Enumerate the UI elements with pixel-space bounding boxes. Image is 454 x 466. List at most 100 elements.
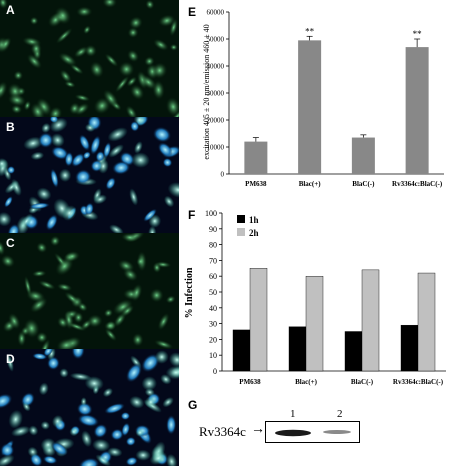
cell [168, 352, 179, 368]
cell [120, 304, 135, 317]
cell [134, 141, 143, 154]
cell [56, 338, 77, 349]
cell [38, 280, 56, 290]
cell [129, 188, 139, 206]
blot-image [265, 421, 360, 443]
chart-e-category-label: BlaC(-) [352, 180, 375, 188]
cell [30, 102, 46, 117]
cell [120, 411, 131, 421]
cell [103, 89, 119, 108]
cell [125, 362, 143, 383]
chart-e-categories: PM638 Blac(+) BlaC(-) Rv3364c:BlaC(-) [245, 180, 443, 188]
chart-e-significance: ** [413, 29, 423, 39]
chart-f-ytick-label: 20 [209, 335, 217, 344]
chart-f-ytick-label: 0 [213, 367, 217, 376]
chart-f-bar-2h [417, 272, 436, 372]
cell [130, 120, 140, 132]
cell [23, 100, 32, 111]
cell [144, 388, 155, 397]
chart-e-ytick-label: 20000 [207, 117, 225, 125]
cell [11, 104, 23, 114]
cell [154, 339, 174, 349]
cell [49, 117, 68, 133]
cell [144, 56, 155, 67]
cell [71, 152, 85, 168]
panel-letter-g: G [188, 398, 198, 412]
chart-f-legend-swatch [237, 215, 245, 223]
cell [31, 270, 47, 278]
cell [38, 132, 54, 149]
cell [80, 319, 92, 330]
chart-e-bars: ** ** [244, 26, 429, 174]
micrograph-panel-c: C [0, 233, 179, 349]
cell [49, 235, 61, 247]
cell [167, 182, 179, 198]
cell [69, 372, 92, 381]
chart-f-ytick-label: 70 [209, 256, 217, 265]
cell [8, 409, 23, 429]
chart-e-significance: ** [305, 26, 315, 36]
chart-f-ytick-label: 50 [209, 288, 217, 297]
cell [93, 423, 108, 439]
cell [107, 447, 123, 457]
chart-f-categories: PM638 Blac(+) BlaC(-) Rv3364c:BlaC(-) [239, 378, 443, 386]
panel-letter-b: B [6, 120, 15, 134]
cell [78, 457, 100, 466]
cell [145, 0, 155, 10]
cell [30, 41, 42, 56]
cell [57, 316, 69, 329]
chart-f-bar-1h [288, 326, 307, 372]
cell [77, 413, 100, 427]
cell [126, 76, 137, 87]
cell [149, 288, 164, 303]
cell [151, 62, 168, 79]
micrograph-a-image [0, 0, 179, 117]
cell [102, 387, 113, 398]
cell [0, 211, 12, 227]
cell [131, 283, 143, 302]
micrograph-panel-d: D [0, 349, 179, 466]
cell [148, 225, 157, 233]
cell [59, 368, 69, 378]
cell [71, 349, 85, 360]
cell [132, 333, 144, 347]
cell [4, 195, 13, 208]
cell [50, 168, 59, 189]
cell [165, 295, 176, 304]
chart-f-bar-1h [232, 329, 251, 372]
cell [84, 202, 94, 216]
cell [89, 61, 104, 78]
cell [141, 376, 157, 391]
cell [125, 436, 136, 447]
cell [43, 349, 54, 357]
blot-protein-label: Rv3364c [199, 424, 246, 439]
chart-e-ytick-label: 0 [221, 171, 225, 179]
cell [69, 102, 81, 115]
cell [152, 126, 172, 143]
chart-f-ylabel: % Infection [184, 267, 195, 318]
chart-f-ytick-label: 10 [209, 351, 217, 360]
cell [123, 268, 138, 282]
cell [84, 123, 96, 133]
cell [149, 451, 168, 465]
chart-f-ytick-label: 30 [209, 320, 217, 329]
cell [112, 160, 131, 175]
cell [51, 145, 69, 160]
cell [13, 70, 24, 81]
chart-e-ytick-label: 10000 [207, 144, 225, 152]
cell [129, 16, 143, 30]
chart-f-legend-label: 1h [249, 215, 259, 225]
cell [54, 6, 72, 25]
cell [6, 353, 14, 372]
chart-f-legend-swatch [237, 228, 245, 236]
cell [0, 37, 12, 51]
cell [165, 365, 179, 380]
chart-f-bars [232, 268, 436, 372]
cell [127, 49, 140, 63]
cell [92, 438, 111, 452]
cell [26, 289, 46, 303]
chart-f-category-label: Rv3364c:BlaC(-) [393, 378, 444, 386]
cell [93, 194, 108, 205]
cell [76, 402, 93, 416]
cell [84, 376, 104, 391]
